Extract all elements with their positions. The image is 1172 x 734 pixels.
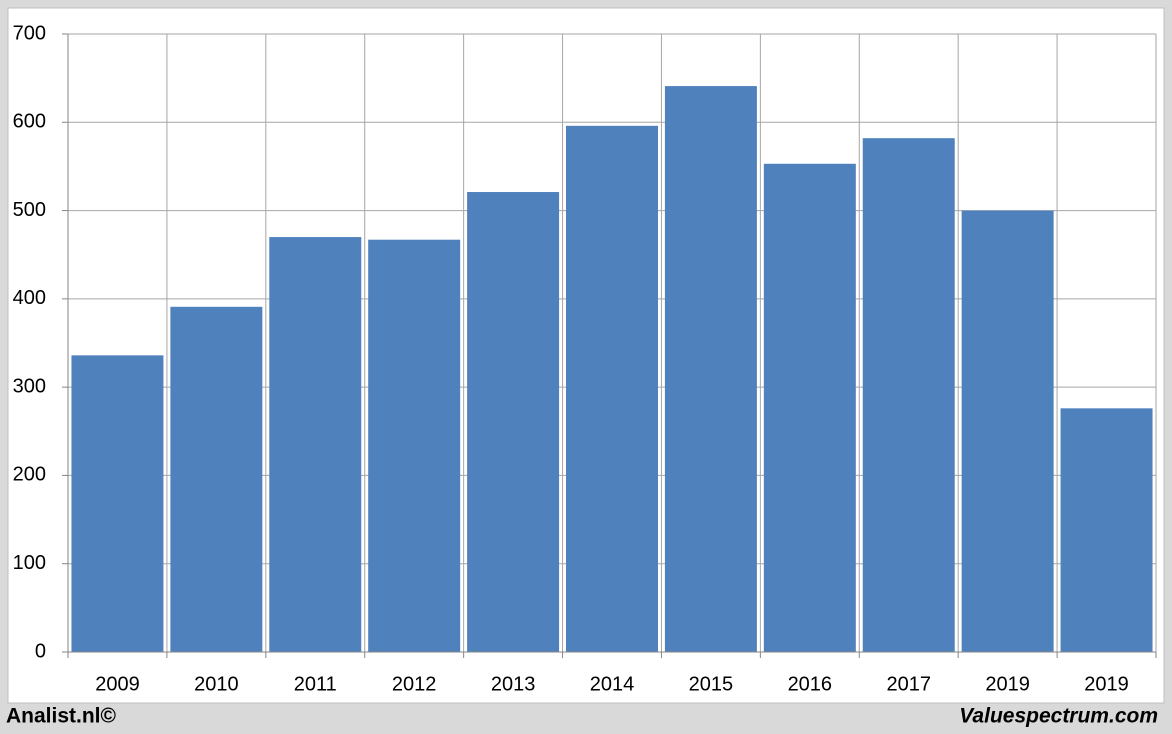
x-tick-label: 2013 <box>491 673 536 695</box>
x-tick-label: 2014 <box>590 673 635 695</box>
y-tick-label: 200 <box>13 464 46 486</box>
bar <box>368 239 461 652</box>
y-tick-label: 0 <box>35 640 46 662</box>
footer-right: Valuespectrum.com <box>959 705 1158 728</box>
x-tick-label: 2010 <box>194 673 239 695</box>
bar <box>961 210 1054 653</box>
y-tick-label: 500 <box>13 199 46 221</box>
y-tick-label: 600 <box>13 111 46 133</box>
x-tick-label: 2015 <box>689 673 734 695</box>
x-tick-label: 2012 <box>392 673 437 695</box>
x-tick-label: 2009 <box>95 673 140 695</box>
footer-left: Analist.nl© <box>6 705 117 728</box>
bar <box>269 237 362 653</box>
bar <box>467 192 560 652</box>
bar <box>664 86 757 653</box>
bar <box>1060 408 1153 652</box>
bar <box>71 355 164 652</box>
x-tick-label: 2019 <box>985 673 1030 695</box>
bar <box>170 306 263 652</box>
y-tick-label: 100 <box>13 552 46 574</box>
bar <box>763 163 856 652</box>
y-tick-label: 700 <box>13 22 46 44</box>
y-tick-label: 300 <box>13 375 46 397</box>
x-tick-label: 2019 <box>1084 673 1129 695</box>
y-tick-label: 400 <box>13 287 46 309</box>
bar <box>862 138 955 653</box>
x-tick-label: 2017 <box>886 673 931 695</box>
x-tick-label: 2011 <box>294 673 337 695</box>
x-tick-label: 2016 <box>788 673 833 695</box>
bar <box>566 125 658 653</box>
